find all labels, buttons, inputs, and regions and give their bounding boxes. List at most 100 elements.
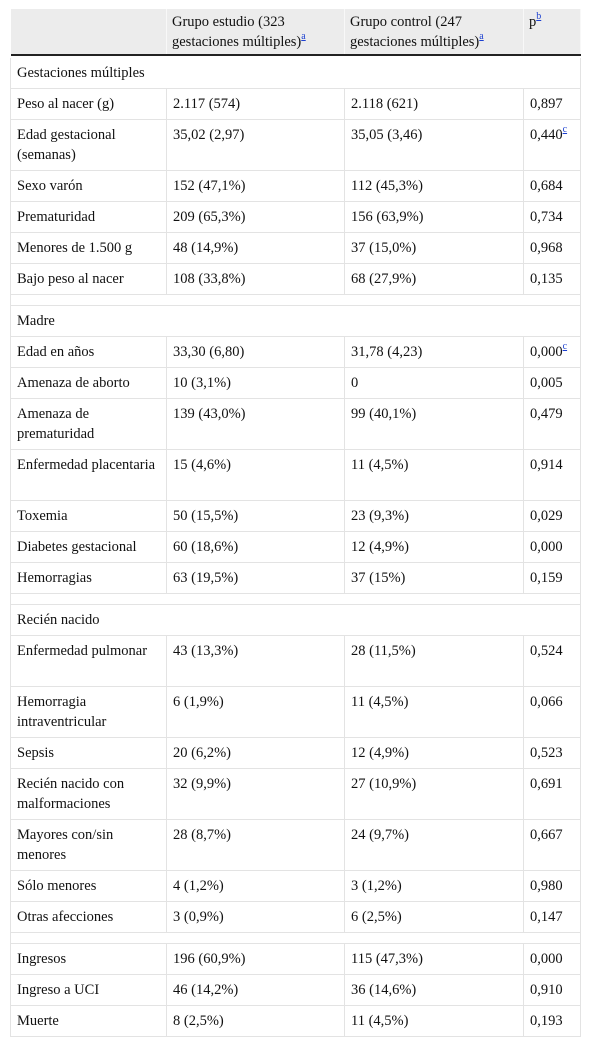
footnote-link-c[interactable]: c bbox=[562, 341, 568, 352]
header-p-text: p bbox=[529, 14, 537, 30]
p-value: 0,910 bbox=[523, 974, 581, 1006]
header-empty bbox=[10, 9, 167, 56]
row-label: Peso al nacer (g) bbox=[10, 88, 167, 120]
row-label: Toxemia bbox=[10, 500, 167, 532]
header-row: Grupo estudio (323 gestaciones múltiples… bbox=[10, 9, 581, 56]
row-label: Hemorragia intraventricular bbox=[10, 686, 167, 738]
control-value: 99 (40,1%) bbox=[344, 398, 524, 450]
table-row: Amenaza de aborto 10 (3,1%) 0 0,005 bbox=[10, 367, 581, 399]
p-value: 0,066 bbox=[523, 686, 581, 738]
study-value: 43 (13,3%) bbox=[166, 635, 345, 687]
row-label: Edad en años bbox=[10, 336, 167, 368]
control-value: 112 (45,3%) bbox=[344, 170, 524, 202]
control-value: 11 (4,5%) bbox=[344, 1005, 524, 1037]
p-value: 0,667 bbox=[523, 819, 581, 871]
table-row: Amenaza de prematuridad 139 (43,0%) 99 (40… bbox=[10, 398, 581, 450]
study-value: 139 (43,0%) bbox=[166, 398, 345, 450]
p-value: 0,029 bbox=[523, 500, 581, 532]
study-value: 3 (0,9%) bbox=[166, 901, 345, 933]
row-label: Bajo peso al nacer bbox=[10, 263, 167, 295]
row-label: Mayores con/sin menores bbox=[10, 819, 167, 871]
p-value: 0,523 bbox=[523, 737, 581, 769]
section-gap bbox=[10, 294, 581, 306]
p-value-cell: 0,440c bbox=[523, 119, 581, 171]
results-table: Grupo estudio (323 gestaciones múltiples… bbox=[10, 9, 581, 1037]
table-row: Mayores con/sin menores 28 (8,7%) 24 (9,7%… bbox=[10, 819, 581, 871]
footnote-link-b[interactable]: b bbox=[536, 11, 542, 22]
control-value: 31,78 (4,23) bbox=[344, 336, 524, 368]
row-label: Enfermedad placentaria bbox=[10, 449, 167, 501]
section-row: Gestaciones múltiples bbox=[10, 58, 581, 89]
table-row: Ingresos 196 (60,9%) 115 (47,3%) 0,000 bbox=[10, 943, 581, 975]
study-value: 35,02 (2,97) bbox=[166, 119, 345, 171]
control-value: 12 (4,9%) bbox=[344, 737, 524, 769]
row-label: Sólo menores bbox=[10, 870, 167, 902]
p-value: 0,968 bbox=[523, 232, 581, 264]
control-value: 68 (27,9%) bbox=[344, 263, 524, 295]
header-control-group: Grupo control (247 gestaciones múltiples… bbox=[344, 9, 524, 56]
section-row: Recién nacido bbox=[10, 604, 581, 636]
control-value: 28 (11,5%) bbox=[344, 635, 524, 687]
footnote-link-c[interactable]: c bbox=[562, 124, 568, 135]
study-value: 63 (19,5%) bbox=[166, 562, 345, 594]
control-value: 156 (63,9%) bbox=[344, 201, 524, 233]
study-value: 8 (2,5%) bbox=[166, 1005, 345, 1037]
control-value: 37 (15%) bbox=[344, 562, 524, 594]
table-row: Sólo menores 4 (1,2%) 3 (1,2%) 0,980 bbox=[10, 870, 581, 902]
row-label: Prematuridad bbox=[10, 201, 167, 233]
study-value: 209 (65,3%) bbox=[166, 201, 345, 233]
row-label: Ingreso a UCI bbox=[10, 974, 167, 1006]
p-value: 0,524 bbox=[523, 635, 581, 687]
table-row: Prematuridad 209 (65,3%) 156 (63,9%) 0,734 bbox=[10, 201, 581, 233]
control-value: 0 bbox=[344, 367, 524, 399]
control-value: 35,05 (3,46) bbox=[344, 119, 524, 171]
row-label: Amenaza de aborto bbox=[10, 367, 167, 399]
p-value: 0,193 bbox=[523, 1005, 581, 1037]
study-value: 196 (60,9%) bbox=[166, 943, 345, 975]
header-study-text: Grupo estudio (323 gestaciones múltiples… bbox=[172, 14, 302, 50]
control-value: 37 (15,0%) bbox=[344, 232, 524, 264]
p-value: 0,440 bbox=[530, 127, 563, 143]
control-value: 27 (10,9%) bbox=[344, 768, 524, 820]
study-value: 152 (47,1%) bbox=[166, 170, 345, 202]
table-row: Menores de 1.500 g 48 (14,9%) 37 (15,0%) 0,… bbox=[10, 232, 581, 264]
table-row: Enfermedad pulmonar 43 (13,3%) 28 (11,5%) 0… bbox=[10, 635, 581, 687]
footnote-link-a-study[interactable]: a bbox=[301, 31, 306, 42]
row-label: Sepsis bbox=[10, 737, 167, 769]
p-value: 0,000 bbox=[523, 531, 581, 563]
header-study-group: Grupo estudio (323 gestaciones múltiples… bbox=[166, 9, 345, 56]
study-value: 108 (33,8%) bbox=[166, 263, 345, 295]
p-value: 0,684 bbox=[523, 170, 581, 202]
table-row: Bajo peso al nacer 108 (33,8%) 68 (27,9%) 0… bbox=[10, 263, 581, 295]
row-label: Otras afecciones bbox=[10, 901, 167, 933]
control-value: 3 (1,2%) bbox=[344, 870, 524, 902]
row-label: Enfermedad pulmonar bbox=[10, 635, 167, 687]
study-value: 32 (9,9%) bbox=[166, 768, 345, 820]
table-row: Toxemia 50 (15,5%) 23 (9,3%) 0,029 bbox=[10, 500, 581, 532]
p-value: 0,479 bbox=[523, 398, 581, 450]
row-label: Sexo varón bbox=[10, 170, 167, 202]
p-value: 0,000 bbox=[530, 344, 563, 360]
table-row: Sexo varón 152 (47,1%) 112 (45,3%) 0,684 bbox=[10, 170, 581, 202]
row-label: Ingresos bbox=[10, 943, 167, 975]
table-row: Hemorragias 63 (19,5%) 37 (15%) 0,159 bbox=[10, 562, 581, 594]
section-gap bbox=[10, 932, 581, 944]
table-row: Hemorragia intraventricular 6 (1,9%) 11 (4… bbox=[10, 686, 581, 738]
study-value: 48 (14,9%) bbox=[166, 232, 345, 264]
row-label: Edad gestacional (semanas) bbox=[10, 119, 167, 171]
footnote-link-a-control[interactable]: a bbox=[479, 31, 484, 42]
control-value: 12 (4,9%) bbox=[344, 531, 524, 563]
table-row: Recién nacido con malformaciones 32 (9,9%… bbox=[10, 768, 581, 820]
control-value: 11 (4,5%) bbox=[344, 686, 524, 738]
control-value: 36 (14,6%) bbox=[344, 974, 524, 1006]
control-value: 24 (9,7%) bbox=[344, 819, 524, 871]
study-value: 50 (15,5%) bbox=[166, 500, 345, 532]
row-label: Diabetes gestacional bbox=[10, 531, 167, 563]
row-label: Muerte bbox=[10, 1005, 167, 1037]
control-value: 11 (4,5%) bbox=[344, 449, 524, 501]
header-p-value: pb bbox=[523, 9, 581, 56]
p-value: 0,159 bbox=[523, 562, 581, 594]
p-value: 0,980 bbox=[523, 870, 581, 902]
p-value: 0,691 bbox=[523, 768, 581, 820]
p-value: 0,897 bbox=[523, 88, 581, 120]
